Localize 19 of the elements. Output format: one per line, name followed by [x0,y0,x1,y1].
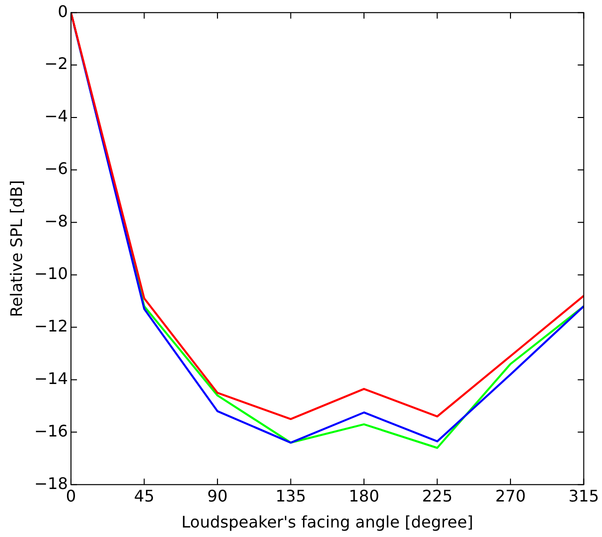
x-tick-label: 135 [275,486,306,506]
y-tick-label: −18 [34,474,68,493]
y-tick-label: −8 [44,212,68,231]
y-axis-title: Relative SPL [dB] [6,180,26,318]
x-tick-label: 180 [348,486,380,506]
x-axis-title: Loudspeaker's facing angle [degree] [181,512,474,532]
y-tick-label: −6 [44,159,68,178]
y-tick-label: −10 [34,264,68,283]
y-tick-label: −4 [44,106,68,126]
x-tick-label: 225 [422,486,452,506]
y-tick-label: −16 [34,421,68,440]
y-tick-label: −14 [34,368,68,388]
y-tick-label: 0 [58,2,68,21]
x-tick-label: 315 [568,486,600,506]
x-tick-label: 90 [207,486,228,506]
y-tick-label: −12 [34,316,68,336]
x-tick-label: 45 [134,486,154,506]
x-tick-label: 270 [495,486,526,506]
y-tick-label: −2 [44,54,68,74]
